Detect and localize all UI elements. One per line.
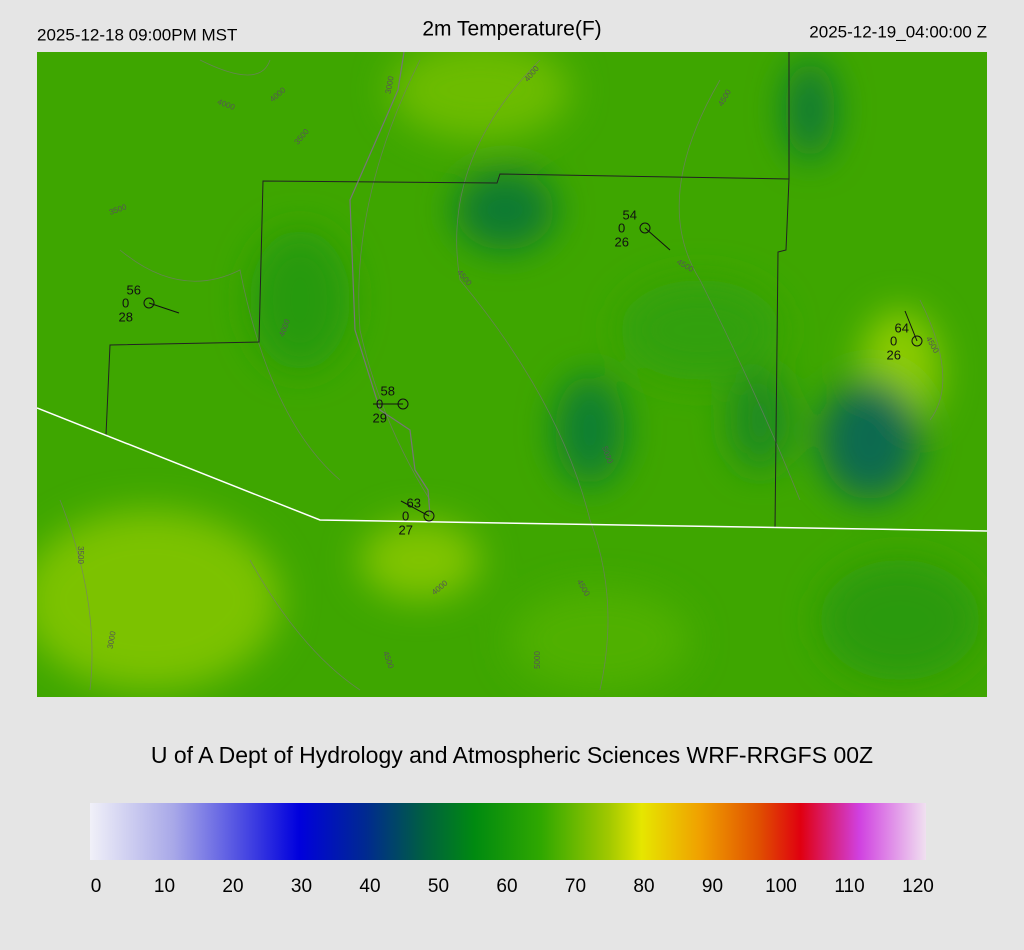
wind-speed: 0 (376, 396, 383, 411)
station-circle (397, 398, 409, 410)
valid-time-utc: 2025-12-19_04:00:00 Z (809, 22, 987, 41)
colorbar-tick-label: 90 (702, 876, 723, 897)
colorbar-tick-label: 20 (222, 876, 243, 897)
contour-label: 3500 (76, 546, 85, 564)
colorbar-tick-label: 10 (154, 876, 175, 897)
colorbar-tick-label: 50 (428, 876, 449, 897)
colorbar-tick-label: 30 (291, 876, 312, 897)
contour-label: 5000 (533, 651, 542, 669)
station-circle (639, 222, 651, 234)
colorbar-tick-label: 110 (834, 876, 864, 897)
wind-speed: 0 (890, 333, 897, 348)
valid-time-local: 2025-12-18 09:00PM MST (37, 25, 237, 44)
dewpoint: 26 (615, 234, 629, 249)
temperature: 56 (127, 282, 141, 297)
station-circle (911, 335, 923, 347)
wind-speed: 0 (122, 295, 129, 310)
map: 4000400030003500350040004500450045004000… (37, 52, 987, 697)
wind-speed: 0 (618, 220, 625, 235)
map-title: 2m Temperature(F) (422, 18, 601, 41)
wind-speed: 0 (402, 508, 409, 523)
colorbar-tick-label: 100 (765, 876, 797, 897)
temperature: 63 (407, 495, 421, 510)
dewpoint: 27 (399, 522, 413, 537)
temperature: 58 (381, 383, 395, 398)
colorbar-tick-label: 80 (633, 876, 654, 897)
contour-label: 3000 (384, 75, 396, 95)
temperature: 64 (895, 320, 909, 335)
wind-barb (644, 227, 671, 251)
colorbar (90, 803, 926, 860)
dewpoint: 29 (373, 410, 387, 425)
colorbar-tick-label: 120 (902, 876, 934, 897)
contour-label: 3000 (106, 630, 118, 650)
credit: U of A Dept of Hydrology and Atmospheric… (151, 742, 873, 768)
colorbar-tick-label: 70 (565, 876, 586, 897)
temperature: 54 (623, 207, 637, 222)
dewpoint: 26 (887, 347, 901, 362)
colorbar-tick-label: 60 (496, 876, 517, 897)
colorbar-tick-label: 0 (91, 876, 102, 897)
station-circle (423, 510, 435, 522)
colorbar-tick-label: 40 (359, 876, 380, 897)
station-circle (143, 297, 155, 309)
dewpoint: 28 (119, 309, 133, 324)
